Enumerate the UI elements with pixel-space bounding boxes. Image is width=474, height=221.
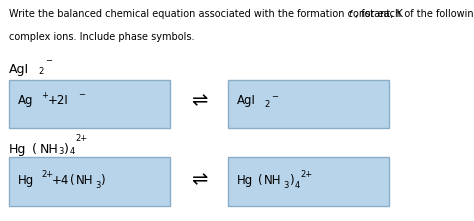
FancyBboxPatch shape	[228, 157, 389, 206]
FancyBboxPatch shape	[228, 80, 389, 128]
Text: (: (	[70, 174, 75, 187]
Text: NH: NH	[39, 143, 58, 156]
Text: 2+: 2+	[301, 170, 313, 179]
Text: AgI: AgI	[9, 63, 28, 76]
Text: NH: NH	[76, 174, 93, 187]
Text: +: +	[41, 91, 48, 99]
Text: 4: 4	[70, 147, 75, 156]
Text: +2I: +2I	[47, 94, 68, 107]
Text: 3: 3	[283, 181, 288, 190]
Text: 2+: 2+	[41, 170, 54, 179]
Text: −: −	[78, 91, 85, 99]
Text: NH: NH	[264, 174, 282, 187]
Text: complex ions. Include phase symbols.: complex ions. Include phase symbols.	[9, 32, 194, 42]
Text: 3: 3	[95, 181, 100, 190]
Text: AgI: AgI	[237, 94, 256, 107]
Text: , for each of the following: , for each of the following	[355, 9, 474, 19]
Text: ): )	[64, 143, 69, 156]
Text: (: (	[258, 174, 263, 187]
Text: Write the balanced chemical equation associated with the formation constant, K: Write the balanced chemical equation ass…	[9, 9, 402, 19]
Text: Ag: Ag	[18, 94, 34, 107]
Text: Hg: Hg	[9, 143, 26, 156]
Text: ⇌: ⇌	[191, 91, 207, 110]
FancyBboxPatch shape	[9, 157, 170, 206]
Text: 4: 4	[295, 181, 300, 190]
Text: ): )	[289, 174, 293, 187]
Text: ⇌: ⇌	[191, 171, 207, 190]
Text: f: f	[348, 10, 351, 19]
Text: 2+: 2+	[75, 134, 88, 143]
Text: 3: 3	[59, 147, 64, 156]
Text: −: −	[271, 92, 278, 101]
Text: +4: +4	[52, 174, 70, 187]
Text: Hg: Hg	[18, 174, 34, 187]
Text: 2: 2	[39, 67, 44, 76]
Text: ): )	[100, 174, 105, 187]
Text: Hg: Hg	[237, 174, 253, 187]
Text: 2: 2	[264, 101, 269, 109]
FancyBboxPatch shape	[9, 80, 170, 128]
Text: (: (	[32, 143, 37, 156]
Text: −: −	[46, 56, 53, 65]
